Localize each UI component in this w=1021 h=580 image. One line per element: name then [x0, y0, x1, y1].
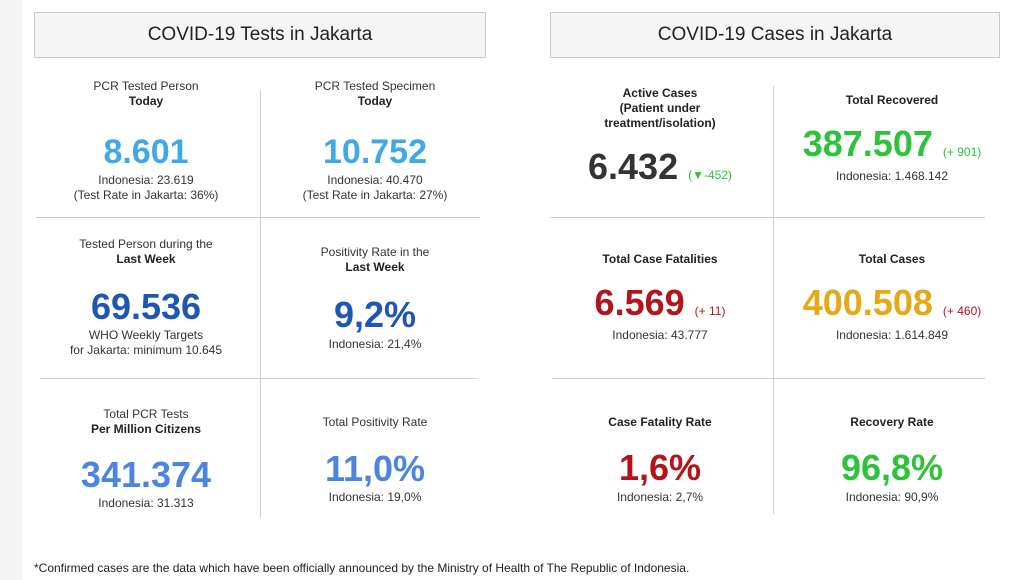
active-cases-label: Active Cases — [622, 86, 698, 100]
positivity-week-card: Positivity Rate in the Last Week 9,2% In… — [260, 245, 490, 352]
pcr-specimen-label: PCR Tested Specimen — [314, 79, 436, 93]
per-million-label-bold: Per Million Citizens — [90, 422, 201, 436]
recovery-rate-label: Recovery Rate — [850, 415, 934, 429]
recovery-rate-value: 96,8% — [840, 447, 944, 488]
case-fatality-rate-card: Case Fatality Rate 1,6% Indonesia: 2,7% — [540, 415, 780, 505]
active-cases-label-3: treatment/isolation) — [604, 116, 716, 130]
recovery-rate-indonesia: Indonesia: 90,9% — [845, 490, 939, 504]
tests-vertical-divider — [260, 90, 261, 518]
total-cases-indonesia: Indonesia: 1.614.849 — [835, 328, 949, 342]
pcr-specimen-indonesia: Indonesia: 40.470 — [327, 173, 423, 187]
total-recovered-label: Total Recovered — [845, 93, 939, 107]
pcr-person-label: PCR Tested Person — [93, 79, 199, 93]
pcr-specimen-card: PCR Tested Specimen Today 10.752 Indones… — [260, 79, 490, 203]
fatalities-indonesia: Indonesia: 43.777 — [612, 328, 708, 342]
tests-header: COVID-19 Tests in Jakarta — [34, 12, 486, 58]
pcr-person-indonesia: Indonesia: 23.619 — [98, 173, 194, 187]
active-cases-card: Active Cases (Patient under treatment/is… — [540, 86, 780, 185]
pcr-person-value: 8.601 — [103, 133, 189, 171]
fatalities-card: Total Case Fatalities 6.569 (+ 11) Indon… — [540, 252, 780, 343]
tests-row-divider-1 — [36, 217, 480, 218]
fatalities-value: 6.569 — [594, 282, 685, 323]
total-recovered-value: 387.507 — [802, 123, 933, 164]
last-week-target: for Jakarta: minimum 10.645 — [69, 343, 223, 357]
total-positivity-indonesia: Indonesia: 19,0% — [328, 490, 422, 504]
case-fatality-rate-label: Case Fatality Rate — [608, 415, 712, 429]
case-fatality-rate-indonesia: Indonesia: 2,7% — [616, 490, 704, 504]
cases-vertical-divider — [773, 86, 774, 514]
last-week-label-bold: Last Week — [116, 252, 176, 266]
recovery-rate-card: Recovery Rate 96,8% Indonesia: 90,9% — [773, 415, 1011, 505]
left-gutter — [0, 0, 22, 580]
total-recovered-value-row: 387.507 (+ 901) — [773, 126, 1011, 162]
active-cases-label-2: (Patient under — [619, 101, 701, 115]
last-week-value: 69.536 — [90, 286, 202, 327]
total-cases-value: 400.508 — [802, 282, 933, 323]
case-fatality-rate-value: 1,6% — [618, 447, 702, 488]
fatalities-change: (+ 11) — [694, 304, 726, 318]
cases-row-divider-1 — [550, 217, 985, 218]
total-recovered-indonesia: Indonesia: 1.468.142 — [835, 169, 949, 183]
positivity-week-indonesia: Indonesia: 21,4% — [328, 337, 422, 351]
active-cases-change: (▼-452) — [688, 168, 732, 182]
per-million-value: 341.374 — [80, 454, 212, 495]
fatalities-value-row: 6.569 (+ 11) — [540, 285, 780, 321]
per-million-card: Total PCR Tests Per Million Citizens 341… — [22, 407, 270, 511]
per-million-label: Total PCR Tests — [103, 407, 189, 421]
total-positivity-label: Total Positivity Rate — [322, 415, 428, 429]
positivity-week-label-bold: Last Week — [345, 260, 405, 274]
active-cases-value-row: 6.432 (▼-452) — [540, 149, 780, 185]
cases-row-divider-2 — [552, 378, 985, 379]
per-million-indonesia: Indonesia: 31.313 — [98, 496, 194, 510]
last-week-card: Tested Person during the Last Week 69.53… — [22, 237, 270, 358]
pcr-specimen-rate: (Test Rate in Jakarta: 27%) — [302, 188, 448, 202]
total-cases-value-row: 400.508 (+ 460) — [773, 285, 1011, 321]
positivity-week-value: 9,2% — [333, 294, 417, 335]
pcr-specimen-label-bold: Today — [357, 94, 393, 108]
pcr-specimen-value: 10.752 — [323, 133, 427, 171]
total-positivity-value: 11,0% — [324, 448, 426, 489]
total-cases-label: Total Cases — [858, 252, 926, 266]
pcr-person-label-bold: Today — [128, 94, 164, 108]
total-cases-change: (+ 460) — [942, 304, 982, 318]
fatalities-label: Total Case Fatalities — [602, 252, 718, 266]
positivity-week-label: Positivity Rate in the — [320, 245, 430, 259]
pcr-person-rate: (Test Rate in Jakarta: 36%) — [73, 188, 219, 202]
active-cases-value: 6.432 — [588, 146, 679, 187]
total-positivity-card: Total Positivity Rate 11,0% Indonesia: 1… — [260, 415, 490, 505]
last-week-who: WHO Weekly Targets — [88, 328, 204, 342]
total-cases-card: Total Cases 400.508 (+ 460) Indonesia: 1… — [773, 252, 1011, 343]
total-recovered-card: Total Recovered 387.507 (+ 901) Indonesi… — [773, 93, 1011, 184]
total-recovered-change: (+ 901) — [942, 145, 982, 159]
cases-header: COVID-19 Cases in Jakarta — [550, 12, 1000, 58]
pcr-person-card: PCR Tested Person Today 8.601 Indonesia:… — [22, 79, 270, 203]
tests-row-divider-2 — [40, 378, 477, 379]
last-week-label: Tested Person during the — [79, 237, 213, 251]
footnote: *Confirmed cases are the data which have… — [34, 561, 690, 575]
